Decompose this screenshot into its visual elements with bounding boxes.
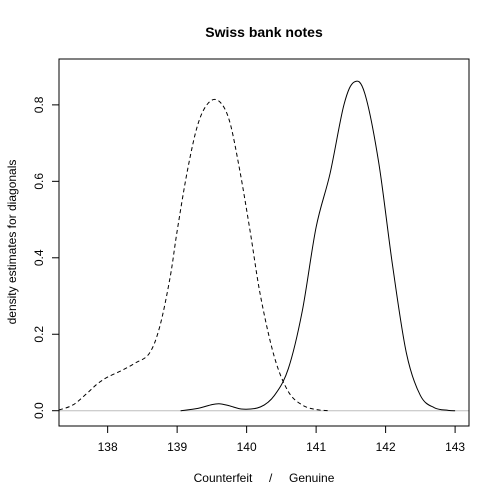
y-axis-label: density estimates for diagonals (5, 160, 19, 325)
x-axis: 138 139 140 141 142 143 (98, 425, 465, 454)
y-tick-label: 0.6 (32, 173, 46, 190)
x-tick-label: 142 (376, 440, 396, 454)
x-tick-label: 138 (98, 440, 118, 454)
genuine-density-line (180, 80, 456, 412)
x-tick-label: 143 (445, 440, 465, 454)
x-tick-label: 140 (237, 440, 257, 454)
x-tick-label: 141 (306, 440, 326, 454)
y-tick-label: 0.4 (32, 249, 46, 266)
y-tick-label: 0.8 (32, 96, 46, 113)
chart-title: Swiss bank notes (205, 24, 323, 40)
x-tick-label: 139 (167, 440, 187, 454)
y-axis: 0.0 0.2 0.4 0.6 0.8 (32, 96, 60, 419)
y-tick-label: 0.0 (32, 402, 46, 419)
series-group (58, 80, 456, 412)
x-axis-label: Counterfeit / Genuine (194, 471, 335, 485)
counterfeit-density-line (58, 98, 331, 412)
y-tick-label: 0.2 (32, 326, 46, 343)
